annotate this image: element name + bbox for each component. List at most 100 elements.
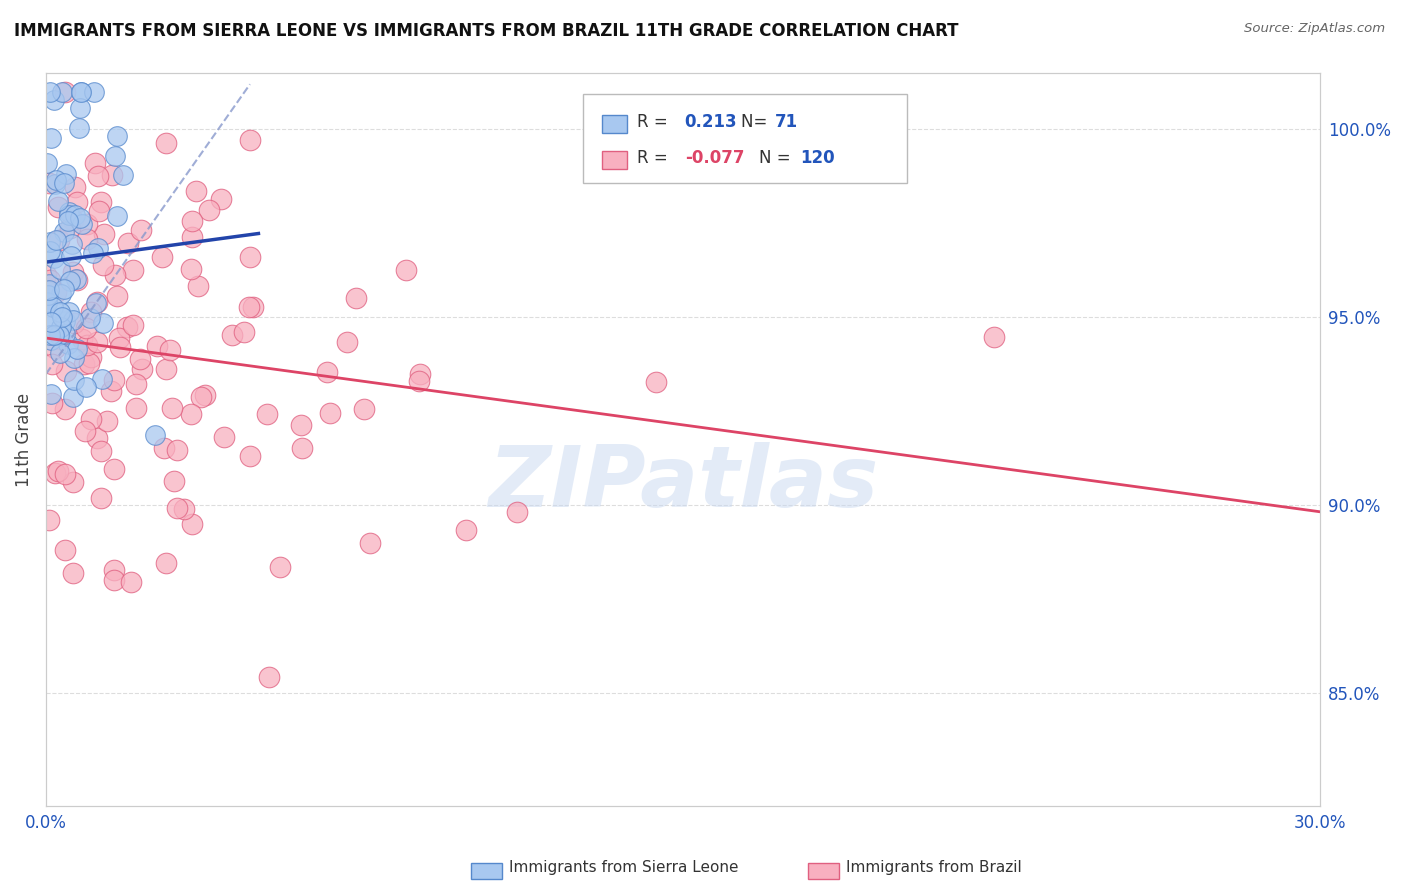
Point [187, 279, 209, 293]
Point [319, 406, 342, 420]
Point [35, 314, 58, 328]
Point [44, 467, 66, 481]
Point [91, 317, 114, 331]
Point [83, 85, 105, 99]
Point [75, 321, 97, 335]
Point [39, 131, 62, 145]
Point [62, 213, 84, 227]
Text: Immigrants from Sierra Leone: Immigrants from Sierra Leone [509, 861, 738, 875]
Point [86, 241, 108, 255]
Point [86, 295, 108, 310]
Point [105, 289, 128, 303]
Point [644, 376, 666, 390]
Point [257, 670, 280, 684]
Point [89, 443, 111, 458]
Point [35, 156, 58, 170]
Point [232, 325, 254, 339]
Point [198, 203, 221, 218]
Point [62, 390, 84, 404]
Point [190, 390, 212, 404]
Text: R =: R = [637, 149, 673, 168]
Point [38, 277, 60, 292]
Point [117, 320, 139, 334]
Point [48, 261, 70, 276]
Point [209, 192, 232, 206]
Point [38, 273, 60, 287]
Point [155, 136, 177, 150]
Point [90, 491, 112, 506]
Text: ZIPatlas: ZIPatlas [488, 442, 879, 525]
Point [160, 401, 183, 415]
Point [86, 431, 108, 445]
Text: Source: ZipAtlas.com: Source: ZipAtlas.com [1244, 22, 1385, 36]
Point [73, 358, 96, 372]
Point [103, 563, 125, 577]
Point [53, 467, 76, 481]
Point [105, 209, 128, 223]
Point [35, 296, 58, 310]
Point [39, 315, 62, 329]
Point [505, 505, 527, 519]
Point [84, 295, 107, 310]
Point [48, 194, 70, 208]
Point [49, 346, 72, 360]
Point [51, 310, 73, 325]
Point [82, 245, 104, 260]
Point [335, 334, 357, 349]
Point [83, 156, 105, 170]
Point [42, 252, 65, 266]
Point [59, 221, 82, 235]
Point [62, 313, 84, 327]
Point [44, 341, 66, 355]
Point [180, 407, 202, 421]
Point [45, 285, 67, 299]
Point [221, 327, 243, 342]
Point [79, 411, 101, 425]
Point [316, 366, 339, 380]
Point [53, 543, 76, 558]
Point [39, 387, 62, 401]
Point [91, 372, 114, 386]
Point [73, 424, 96, 438]
Text: 120: 120 [800, 149, 835, 168]
Point [80, 305, 103, 319]
Point [63, 180, 86, 194]
Point [214, 429, 236, 443]
Point [408, 367, 430, 381]
Point [38, 328, 60, 343]
Point [63, 351, 86, 366]
Point [77, 356, 100, 370]
Point [48, 233, 70, 247]
Point [53, 85, 76, 99]
Point [59, 274, 82, 288]
Point [239, 449, 262, 463]
Point [59, 249, 82, 263]
Point [70, 332, 93, 346]
Point [72, 217, 94, 231]
Point [46, 200, 69, 214]
Text: N=: N= [741, 113, 772, 131]
Text: Immigrants from Brazil: Immigrants from Brazil [846, 861, 1022, 875]
Point [103, 373, 125, 387]
Point [131, 223, 153, 237]
Point [67, 121, 90, 136]
Point [70, 85, 93, 99]
Point [128, 352, 150, 367]
Point [80, 350, 103, 364]
Point [66, 273, 89, 287]
Point [121, 318, 143, 332]
Point [143, 427, 166, 442]
Point [75, 380, 97, 394]
Point [104, 149, 127, 163]
Y-axis label: 11th Grade: 11th Grade [15, 392, 32, 486]
Point [150, 250, 173, 264]
Point [105, 129, 128, 144]
Point [39, 244, 62, 259]
Point [238, 301, 260, 315]
Point [38, 513, 60, 527]
Point [100, 384, 122, 398]
Point [69, 211, 91, 225]
Point [108, 340, 131, 354]
Point [41, 396, 63, 410]
Point [48, 332, 70, 346]
